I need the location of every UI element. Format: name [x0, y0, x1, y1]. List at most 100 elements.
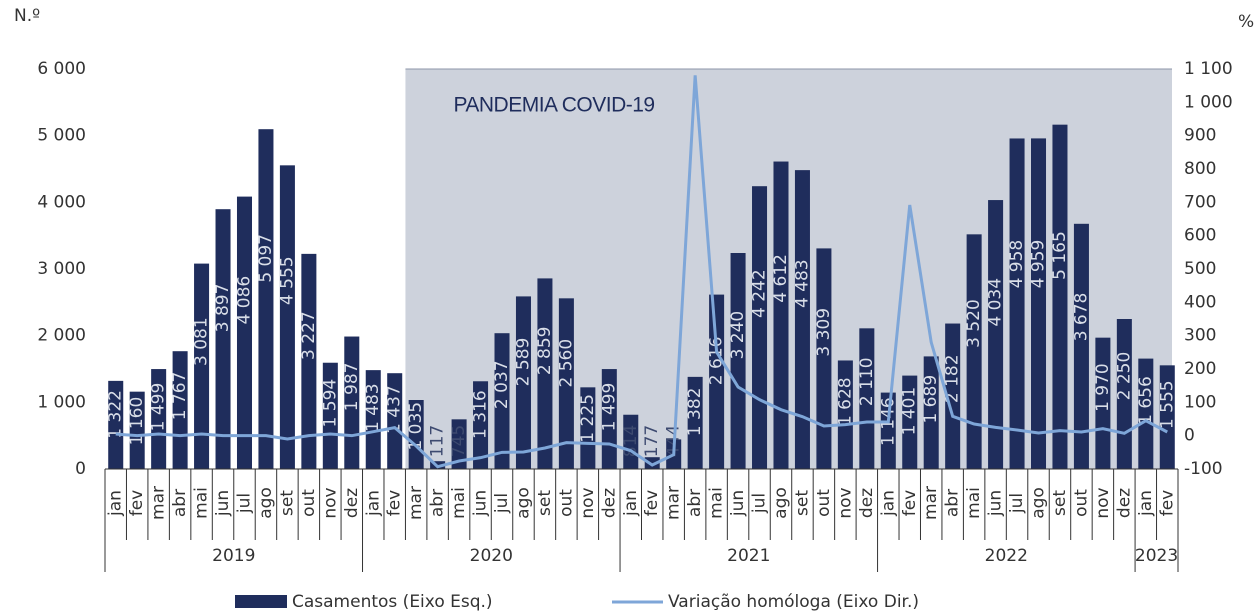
x-tick-label: mar — [406, 486, 426, 520]
bar-value-label: 4 242 — [750, 269, 770, 318]
x-tick-label: jul — [750, 493, 770, 514]
x-tick-label: dez — [599, 488, 619, 518]
bar — [966, 234, 982, 469]
x-tick-label: jun — [728, 490, 748, 517]
x-tick-label: nov — [835, 487, 855, 518]
bar — [794, 170, 810, 469]
bar-value-label: 3 240 — [728, 311, 748, 360]
bar-value-label: 3 897 — [213, 284, 233, 333]
bar-value-label: 2 859 — [535, 326, 555, 375]
bar — [623, 414, 639, 469]
bar — [279, 165, 295, 470]
bar-value-label: 1 322 — [106, 390, 126, 439]
x-tick-label: mar — [149, 486, 169, 520]
bar-value-label: 5 165 — [1050, 231, 1070, 280]
x-tick-label: fev — [385, 490, 405, 517]
bar — [816, 248, 832, 469]
y2-tick-label: 400 — [1184, 292, 1216, 312]
bar — [1138, 358, 1154, 469]
x-tick-label: ago — [771, 487, 791, 519]
y2-tick-label: 100 — [1184, 392, 1216, 412]
x-tick-label: mai — [707, 487, 727, 519]
bar — [988, 200, 1004, 470]
bar-value-label: 1 594 — [320, 379, 340, 428]
bar-value-label: 2 616 — [707, 337, 727, 386]
line — [115, 75, 1168, 469]
x-tick-label: mai — [449, 487, 469, 519]
y-tick-label: 0 — [75, 459, 86, 479]
y2-tick-label: 700 — [1184, 192, 1216, 212]
legend-label: Variação homóloga (Eixo Dir.) — [668, 592, 919, 612]
y-tick-label: 1 000 — [37, 392, 86, 412]
x-tick-label: ago — [256, 487, 276, 519]
x-tick-label: fev — [642, 490, 662, 517]
bar-value-label: 2 560 — [556, 339, 576, 388]
bar — [1052, 124, 1068, 470]
x-tick-label: mar — [921, 486, 941, 520]
bar-value-label: 4 086 — [234, 276, 254, 325]
annotation: PANDEMIA COVID-19 — [453, 94, 654, 117]
x-tick-label: jun — [986, 490, 1006, 517]
x-tick-label: abr — [943, 489, 963, 517]
x-tick-label: jun — [213, 490, 233, 517]
x-tick-label: nov — [1093, 487, 1113, 518]
x-tick-label: fev — [1157, 490, 1177, 517]
x-tick-label: jan — [1136, 490, 1156, 517]
x-tick-label: nov — [578, 487, 598, 518]
bar-value-label: 1 382 — [685, 388, 705, 437]
x-tick-label: ago — [513, 487, 533, 519]
bar-value-label: 1 628 — [835, 377, 855, 426]
bar — [151, 369, 167, 469]
bar — [473, 381, 489, 469]
bar — [644, 457, 660, 469]
x-tick-label: dez — [342, 488, 362, 518]
bar-value-label: 1 225 — [578, 394, 598, 443]
bar — [880, 392, 896, 469]
bar-value-label: 177 — [642, 425, 662, 457]
x-tick-label: set — [792, 490, 812, 516]
bar-value-label: 1 035 — [406, 402, 426, 451]
year-label: 2023 — [1135, 546, 1178, 566]
bar — [859, 328, 875, 469]
bar — [215, 209, 231, 469]
bar-value-label: 3 678 — [1071, 293, 1091, 342]
bar-value-label: 5 097 — [256, 234, 276, 283]
bar-value-label: 4 034 — [986, 278, 1006, 327]
x-tick-label: jan — [878, 490, 898, 517]
x-tick-label: dez — [1114, 488, 1134, 518]
bar-value-label: 4 555 — [277, 256, 297, 305]
bar — [580, 387, 596, 469]
bar-value-label: 1 767 — [170, 372, 190, 421]
year-label: 2020 — [470, 546, 513, 566]
x-tick-label: ago — [1029, 487, 1049, 519]
bar — [945, 323, 961, 469]
x-tick-label: jul — [1007, 493, 1027, 514]
y2-tick-label: 900 — [1184, 126, 1216, 146]
bar-value-label: 1 970 — [1093, 363, 1113, 412]
y-tick-label: 6 000 — [37, 59, 86, 79]
bar-value-label: 117 — [428, 425, 448, 457]
bar-value-label: 1 401 — [900, 387, 920, 436]
bar — [752, 186, 768, 469]
x-tick-label: mai — [964, 487, 984, 519]
bar — [408, 400, 424, 469]
y2-tick-label: 0 — [1184, 426, 1195, 446]
x-tick-label: jul — [492, 493, 512, 514]
year-label: 2022 — [985, 546, 1028, 566]
year-label: 2021 — [727, 546, 770, 566]
bar — [301, 253, 317, 469]
bar-value-label: 4 612 — [771, 254, 791, 303]
y2-tick-label: 500 — [1184, 259, 1216, 279]
bar — [773, 161, 789, 470]
bar — [730, 253, 746, 469]
bar-value-label: 1 437 — [385, 385, 405, 434]
legend-label: Casamentos (Eixo Esq.) — [292, 592, 493, 612]
x-tick-label: out — [556, 489, 576, 517]
x-tick-label: set — [1050, 490, 1070, 516]
bar — [236, 196, 253, 469]
bar — [1030, 138, 1047, 469]
right-axis-label: % — [1238, 12, 1254, 32]
bar — [1009, 138, 1025, 469]
x-tick-label: jan — [106, 490, 126, 517]
